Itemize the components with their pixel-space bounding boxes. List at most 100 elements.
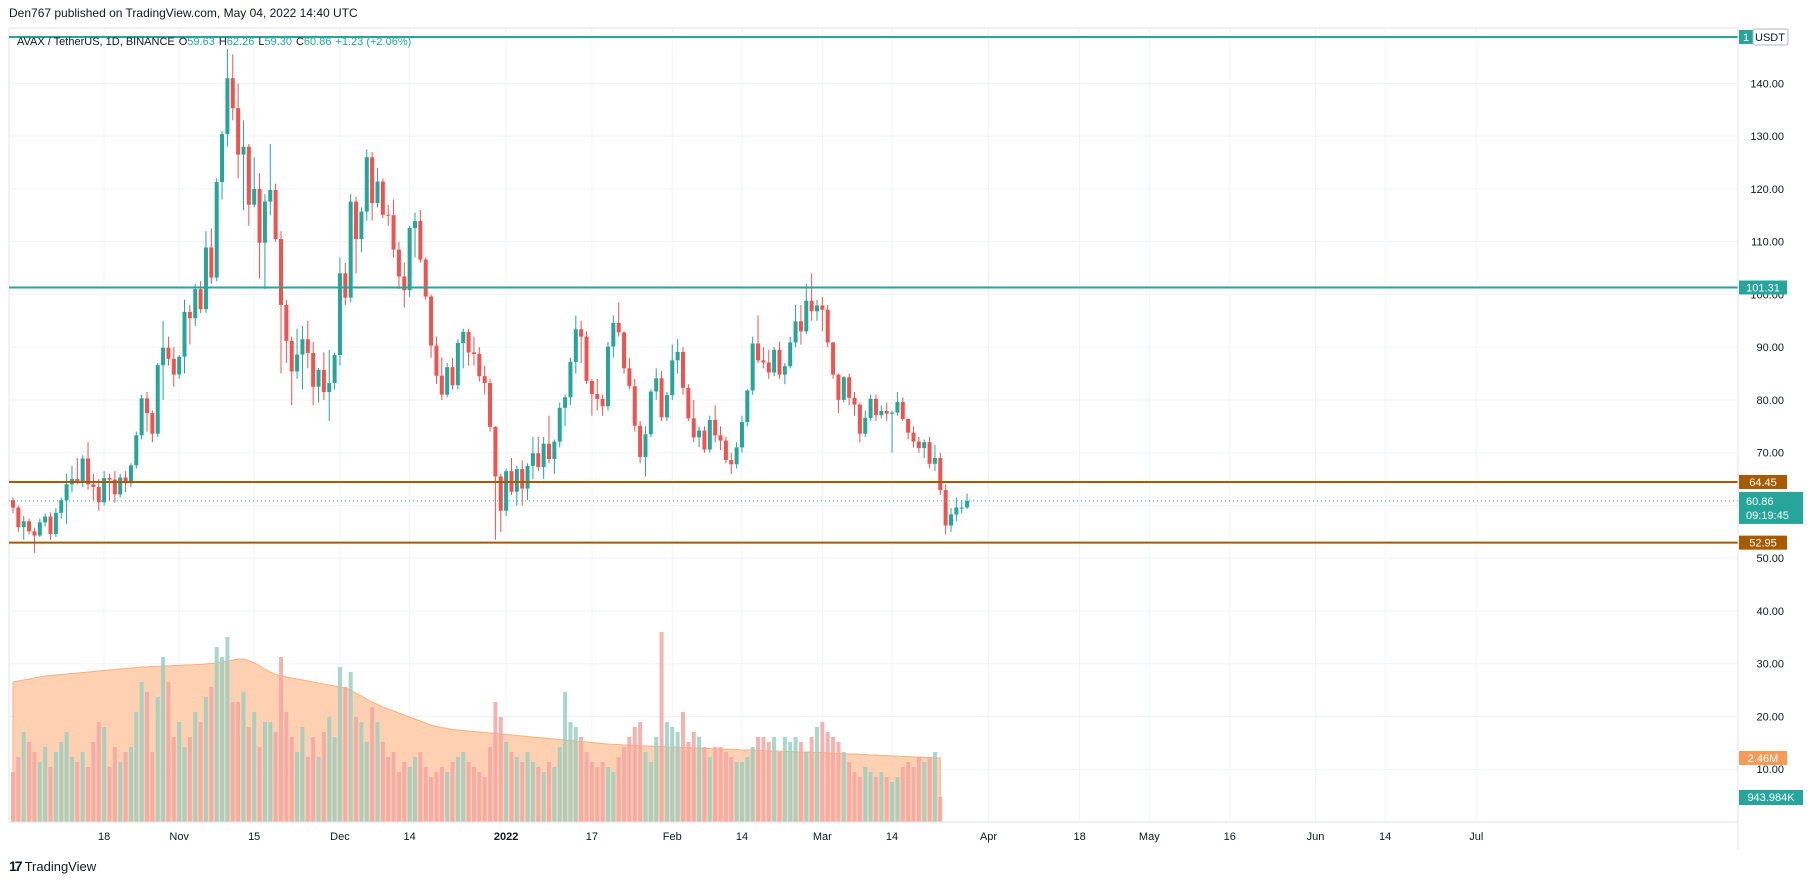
candle-body [166, 347, 171, 359]
candle-body [359, 211, 364, 240]
volume-bar [697, 737, 702, 822]
volume-bar [311, 737, 316, 822]
candle-body [466, 331, 471, 353]
candle-body [407, 227, 412, 291]
candle-body [772, 349, 777, 373]
volume-bar [879, 772, 884, 822]
volume-bar [386, 757, 391, 822]
candle-body [439, 375, 444, 395]
volume-bar [418, 752, 423, 822]
volume-bar [423, 767, 428, 822]
volume-bar [675, 732, 680, 822]
volume-bar [493, 702, 498, 822]
volume-bar [327, 717, 332, 822]
volume-bar [563, 692, 568, 822]
candle-body [139, 398, 144, 436]
volume-bar [348, 672, 353, 822]
candle-body [134, 435, 139, 466]
candle-body [938, 457, 943, 491]
candle-body [161, 347, 166, 366]
volume-bar [305, 757, 310, 822]
volume-bar [477, 772, 482, 822]
axes: 10.0020.0030.0040.0050.0060.0070.0080.00… [9, 28, 1784, 850]
volume-bar [139, 682, 144, 822]
level-101-tag [1739, 280, 1787, 295]
candle-body [423, 259, 428, 297]
volume-bar [745, 757, 750, 822]
candle-body [396, 249, 401, 277]
volume-bar [804, 752, 809, 822]
volume-bar [107, 767, 112, 822]
candle-body [638, 425, 643, 457]
candle-body [568, 361, 573, 398]
volume-bar [766, 742, 771, 822]
legend-change: +1.23 (+2.06%) [335, 36, 411, 48]
candle-body [890, 412, 895, 414]
candle-body [477, 354, 482, 377]
volume-bar [498, 717, 503, 822]
footer: 17 TradingView [9, 858, 96, 874]
volume-bar [900, 767, 905, 822]
legend-symbol-text: AVAX / TetherUS, 1D, BINANCE [17, 36, 175, 48]
candle-body [177, 356, 182, 375]
volume-bar [514, 757, 519, 822]
volume-bar [648, 762, 653, 822]
last-price-tag [1739, 491, 1803, 524]
footer-brand: TradingView [24, 858, 97, 874]
candle-body [702, 430, 707, 450]
volume-bar [252, 712, 257, 822]
candle-body [868, 398, 873, 418]
volume-bar [359, 722, 364, 822]
candle-body [145, 398, 149, 414]
y-tick-label: 40.00 [1756, 606, 1784, 618]
legend-low: 59.30 [264, 36, 292, 48]
volume-pane [11, 632, 943, 823]
candle-body [831, 342, 836, 375]
candle-body [37, 522, 42, 536]
volume-bar [246, 727, 251, 822]
volume-bar [584, 752, 589, 822]
volume-bar [21, 732, 26, 822]
candle-body [798, 321, 803, 332]
candle-body [632, 386, 637, 426]
volume-bar [659, 632, 664, 822]
candle-body [573, 329, 578, 362]
candle-body [268, 189, 273, 202]
candle-body [949, 514, 953, 526]
volume-bar [134, 712, 139, 822]
volume-bar [916, 757, 921, 822]
volume-bar [600, 762, 605, 822]
candle-body [402, 276, 407, 291]
volume-bar [27, 742, 32, 822]
currency-label: USDT [1755, 32, 1785, 44]
y-tick-label: 120.00 [1750, 184, 1784, 196]
volume-bar [284, 712, 289, 822]
candle-body [750, 343, 755, 391]
candle-body [295, 354, 300, 372]
candle-body [911, 432, 916, 442]
candle-body [461, 331, 466, 343]
candle-body [27, 521, 32, 532]
candle-body [670, 360, 675, 396]
candle-body [482, 376, 487, 384]
volume-bar [150, 752, 155, 822]
candle-body [557, 407, 562, 442]
candle-body [841, 377, 846, 400]
volume-bar [906, 762, 911, 822]
candle-body [793, 321, 798, 343]
volume-bar [686, 742, 691, 822]
candle-body [681, 351, 685, 388]
candle-body [713, 419, 718, 436]
candle-body [118, 477, 123, 495]
volume-bar [734, 762, 739, 822]
volume-bar [793, 737, 798, 822]
volume-bar [525, 752, 530, 822]
candle-body [900, 402, 905, 419]
candle-body [686, 387, 691, 419]
y-tick-label: 50.00 [1756, 553, 1784, 565]
volume-bar [273, 732, 278, 822]
candle-body [697, 430, 702, 438]
candle-body [605, 346, 610, 407]
volume-bar [589, 762, 594, 822]
